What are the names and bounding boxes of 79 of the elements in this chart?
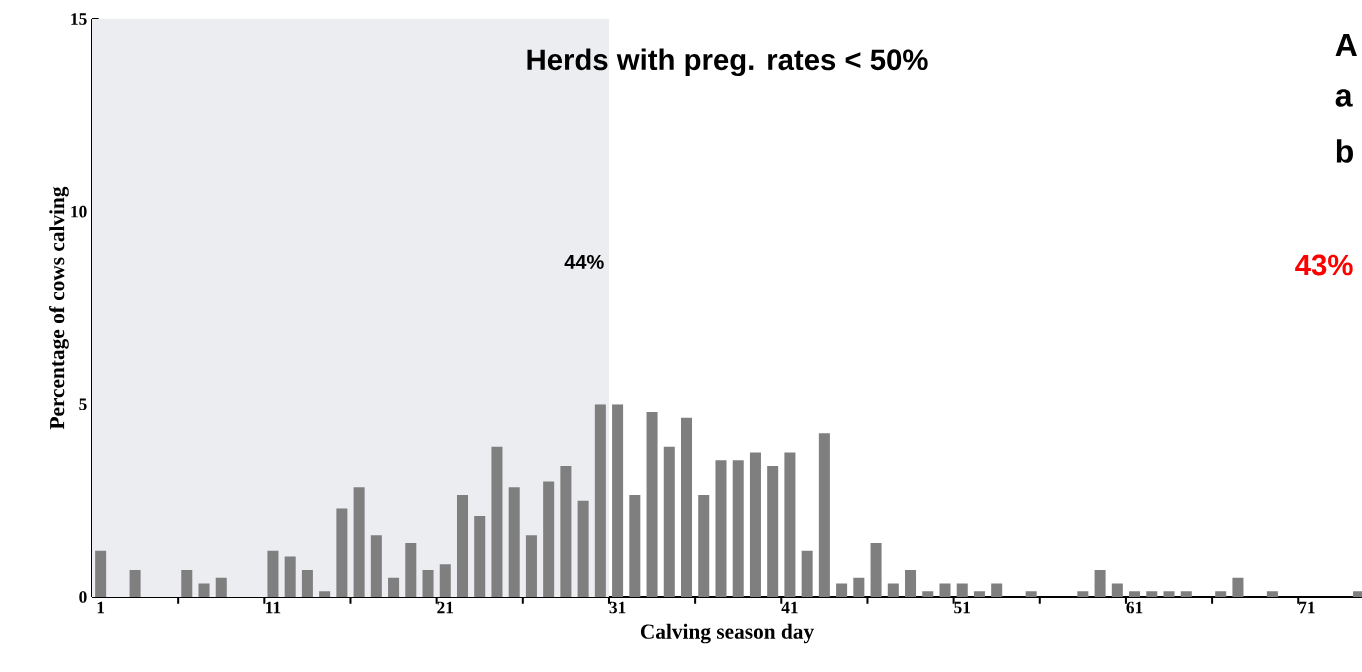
bar <box>1232 577 1244 597</box>
bar <box>698 494 710 597</box>
y-tick-label: 15 <box>71 13 87 25</box>
bar <box>1146 591 1158 597</box>
bar <box>336 508 348 597</box>
bar <box>301 570 313 597</box>
bar <box>663 446 675 597</box>
bar <box>767 465 779 597</box>
bar <box>629 494 641 597</box>
bar <box>215 577 227 597</box>
bar <box>784 452 796 597</box>
bar <box>887 583 899 597</box>
bar <box>939 583 951 597</box>
bar <box>1094 570 1106 597</box>
x-axis-title: Calving season day <box>640 623 814 644</box>
bar <box>198 583 210 597</box>
x-tick-label: 41 <box>781 601 798 614</box>
bar <box>577 500 589 597</box>
annotation: a <box>1335 89 1353 107</box>
bar <box>405 543 417 597</box>
x-tick-label: 31 <box>609 601 626 614</box>
bar <box>129 570 141 597</box>
bar <box>560 465 572 597</box>
bar <box>1266 591 1278 597</box>
bar <box>818 433 830 597</box>
bar <box>508 487 520 597</box>
bar <box>732 460 744 597</box>
bar <box>284 556 296 597</box>
annotation: 43% <box>1295 254 1353 276</box>
bar <box>956 583 968 597</box>
bar <box>1025 591 1037 597</box>
annotation: A <box>1335 33 1357 56</box>
bar <box>1111 583 1123 597</box>
bar <box>870 543 882 597</box>
band-label: 44% <box>564 254 604 269</box>
bar <box>973 591 985 597</box>
bar <box>922 591 934 597</box>
bar <box>543 481 555 597</box>
bar <box>1215 591 1227 597</box>
bar <box>715 460 727 597</box>
bar <box>612 404 624 597</box>
x-tick-label: 21 <box>437 601 454 614</box>
bar <box>439 564 451 597</box>
bar <box>801 550 813 597</box>
y-tick-label: 10 <box>71 205 87 218</box>
text: Herds with preg. rates < 50% <box>527 48 928 77</box>
bar <box>181 570 193 597</box>
x-tick-label: 51 <box>954 601 971 614</box>
bar <box>474 516 486 597</box>
x-tick-label: 1 <box>97 601 105 614</box>
bar <box>1163 591 1175 597</box>
bar <box>525 535 537 597</box>
y-axis-title: Percentage of cows calving <box>49 186 69 430</box>
bar <box>319 591 331 597</box>
bar <box>353 487 365 597</box>
bar <box>853 577 865 597</box>
bar <box>646 412 658 597</box>
bar <box>422 570 434 597</box>
bar <box>594 404 606 597</box>
bar <box>95 550 107 597</box>
bar <box>836 583 848 597</box>
bar <box>991 583 1003 597</box>
bar <box>681 417 693 597</box>
x-tick-label: 71 <box>1299 601 1315 614</box>
y-tick-label: 0 <box>79 591 87 603</box>
bar <box>267 550 279 597</box>
bar <box>388 577 400 597</box>
bar <box>1180 591 1192 597</box>
bar <box>491 446 503 597</box>
bar <box>370 535 382 597</box>
bar <box>1129 591 1141 597</box>
bar <box>749 452 761 597</box>
y-tick-label: 5 <box>79 398 87 411</box>
bar <box>1077 591 1089 597</box>
x-tick-label: 61 <box>1126 601 1143 614</box>
bar <box>456 494 469 597</box>
bar <box>905 570 917 597</box>
x-tick-label: 11 <box>266 601 281 614</box>
annotation: b <box>1336 139 1353 163</box>
